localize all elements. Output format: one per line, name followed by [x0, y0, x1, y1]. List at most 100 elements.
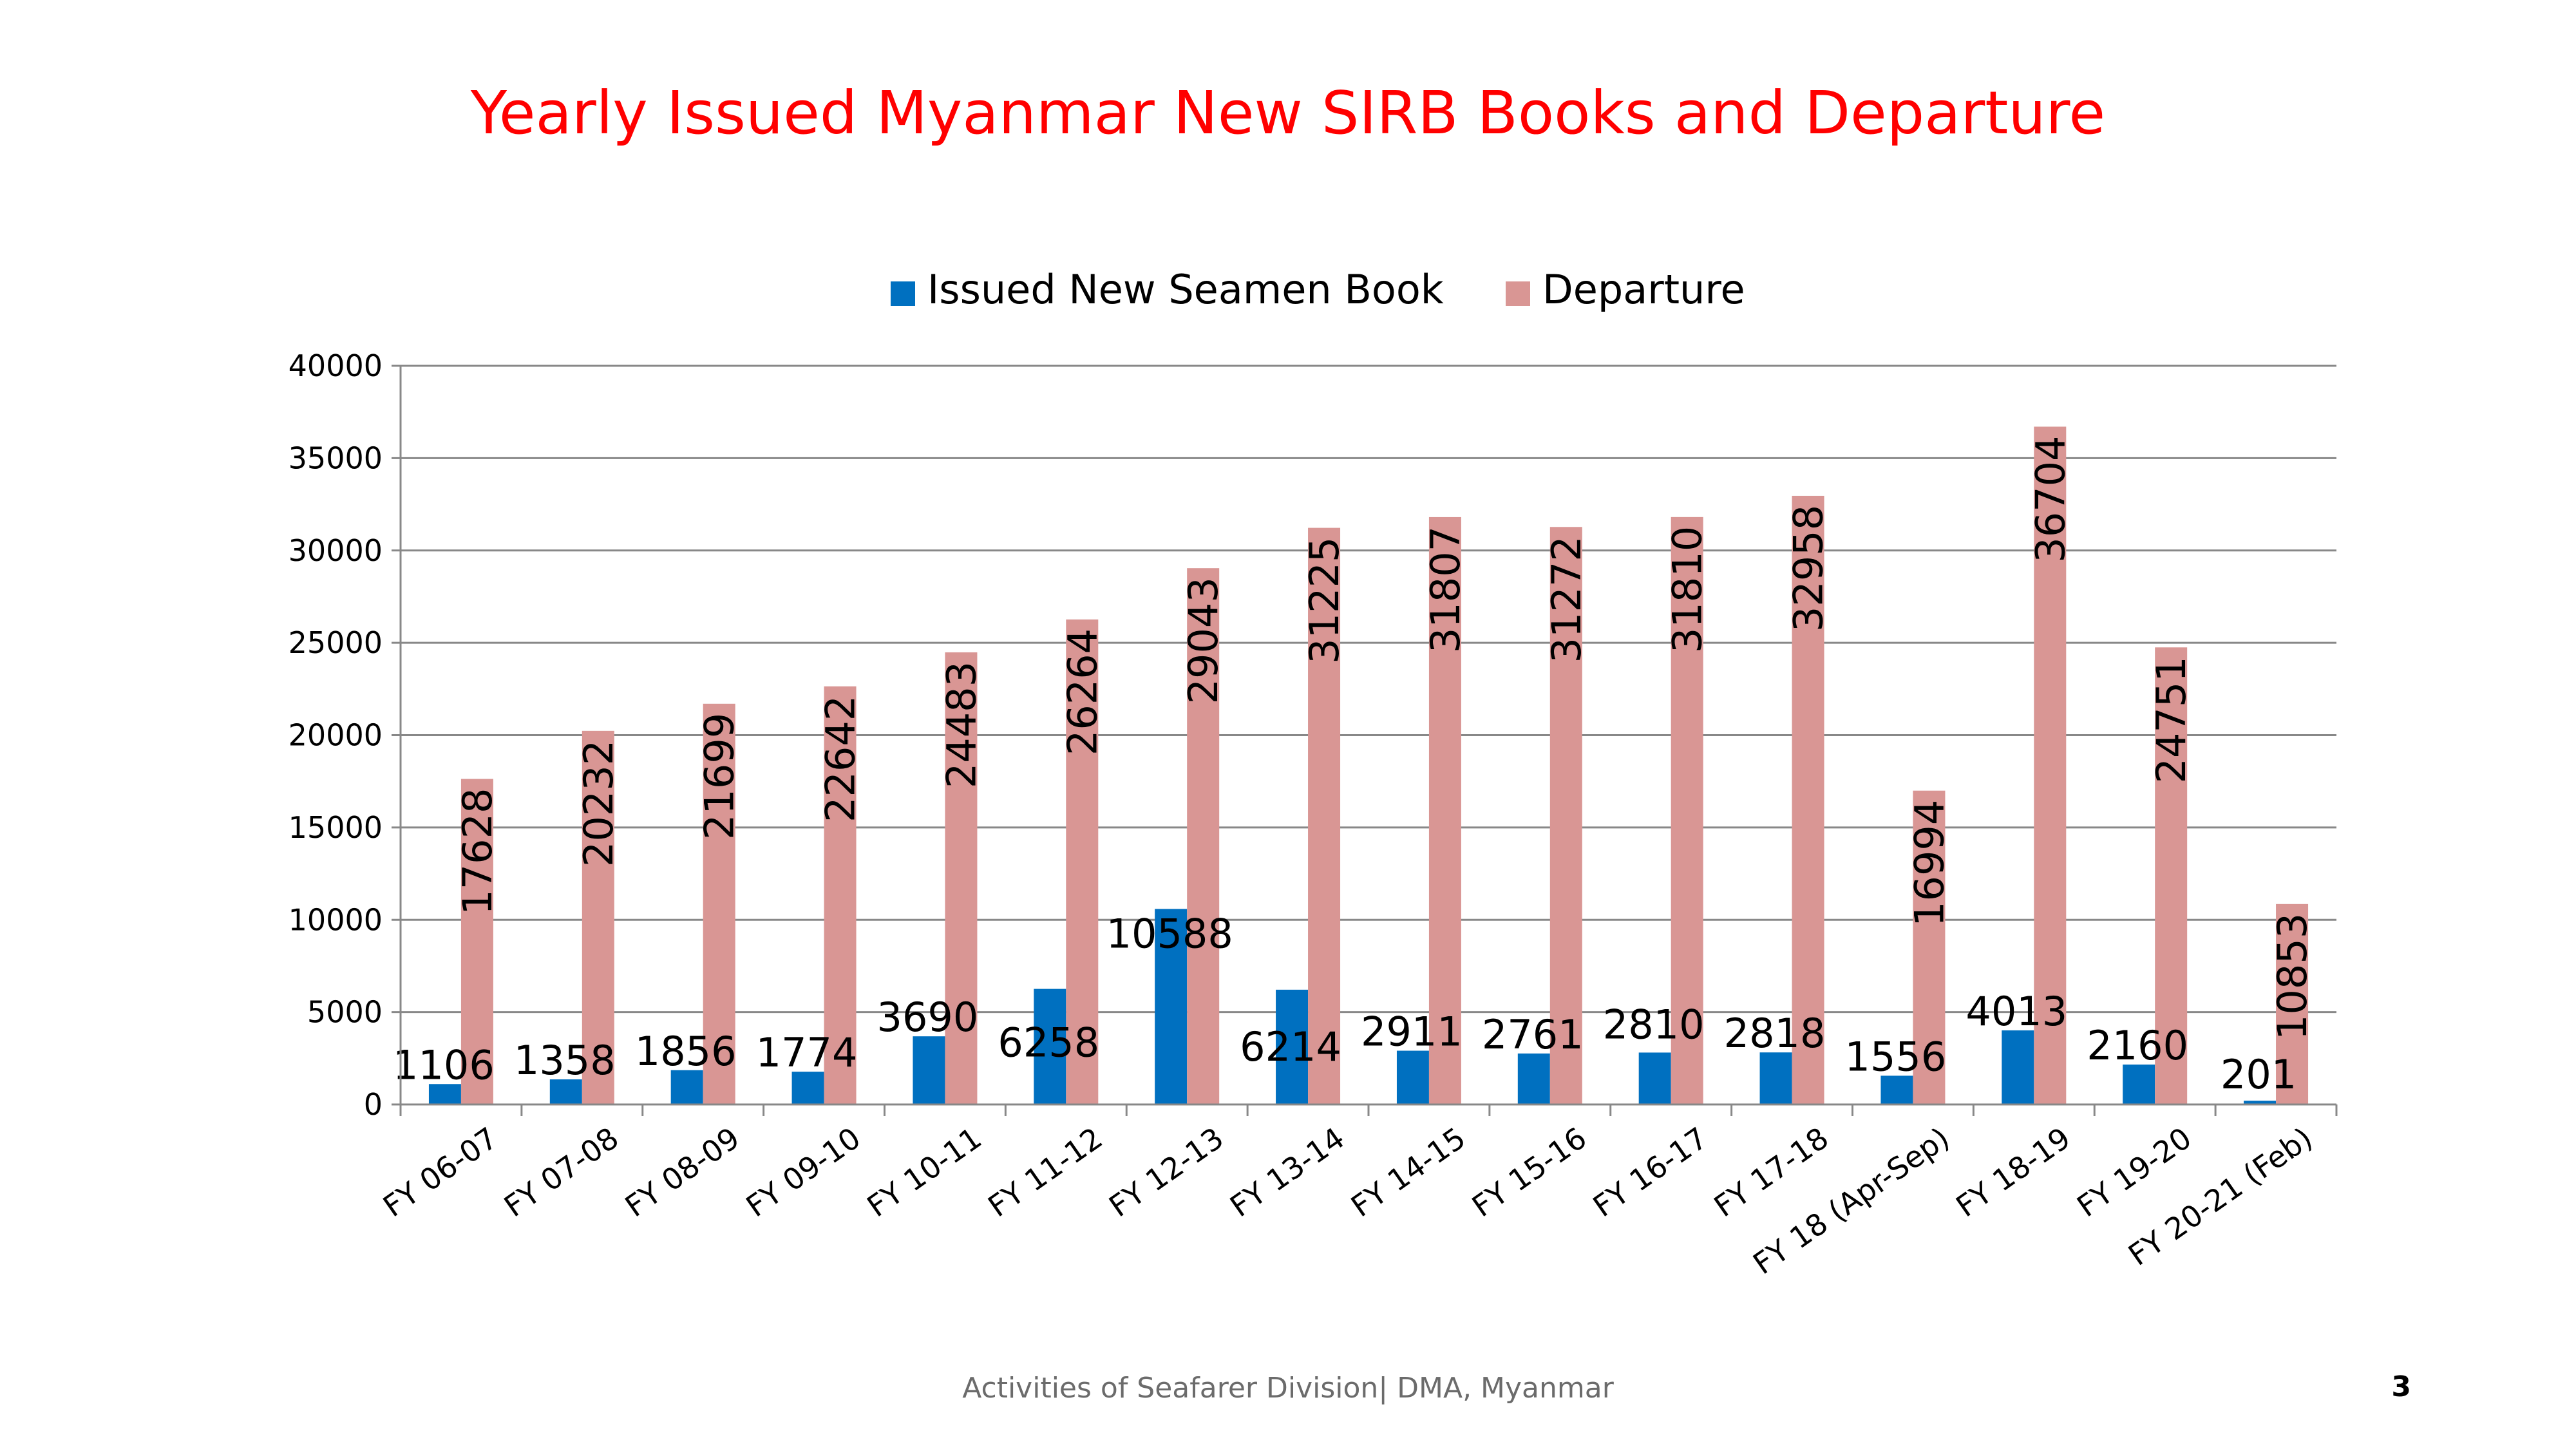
data-label-departure: 31810: [1664, 526, 1711, 653]
y-tick-label: 5000: [307, 995, 383, 1030]
bar-departure: [2034, 426, 2067, 1104]
data-label-departure: 17628: [454, 788, 501, 915]
bar-departure: [1308, 527, 1341, 1104]
x-tick-label: FY 09-10: [740, 1121, 867, 1224]
axes: [399, 366, 2336, 1106]
data-label-departure: 26264: [1059, 629, 1106, 755]
bar-departure: [1066, 619, 1099, 1104]
x-tick-label: FY 11-12: [981, 1121, 1108, 1224]
data-label-issued-book: 2160: [2087, 1022, 2188, 1069]
data-label-issued-book: 2818: [1724, 1010, 1826, 1057]
data-label-departure: 21699: [696, 713, 743, 840]
bar-issued-book: [1276, 989, 1309, 1104]
x-tick-label: FY 16-17: [1587, 1121, 1714, 1224]
legend: Issued New Seamen Book Departure: [891, 266, 1745, 313]
data-label-departure: 31807: [1422, 526, 1469, 653]
data-label-departure: 22642: [817, 696, 864, 822]
data-label-issued-book: 6258: [998, 1019, 1099, 1066]
x-tick-label: FY 14-15: [1345, 1121, 1472, 1224]
x-tick-label: FY 07-08: [498, 1121, 625, 1224]
data-label-issued-book: 1106: [393, 1041, 495, 1088]
y-tick-label: 15000: [289, 810, 383, 845]
data-label-departure: 29043: [1180, 577, 1227, 704]
data-label-issued-book: 4013: [1965, 988, 2067, 1035]
bar-departure: [460, 779, 493, 1104]
x-tick-label: FY 15-16: [1466, 1121, 1593, 1224]
y-tick-label: 40000: [289, 348, 383, 383]
bar-issued-book: [2244, 1101, 2277, 1104]
x-tick-label: FY 18-19: [1949, 1121, 2076, 1224]
page-number: 3: [2391, 1370, 2411, 1403]
chart-title: Yearly Issued Myanmar New SIRB Books and…: [470, 79, 2106, 147]
data-label-departure: 16994: [1906, 800, 1953, 927]
data-label-issued-book: 2911: [1361, 1009, 1463, 1056]
y-tick-label: 30000: [289, 533, 383, 568]
bar-issued-book: [1517, 1053, 1550, 1104]
x-tick-label: FY 08-09: [619, 1121, 746, 1224]
legend-swatch-departure: [1506, 281, 1530, 306]
data-label-issued-book: 1358: [514, 1037, 616, 1084]
bar-departure: [1792, 495, 1824, 1104]
legend-label-departure: Departure: [1542, 266, 1745, 313]
data-label-departure: 24751: [2148, 656, 2195, 783]
y-tick-label: 20000: [289, 718, 383, 753]
x-tick-label: FY 10-11: [861, 1121, 988, 1224]
data-label-issued-book: 2810: [1603, 1001, 1705, 1048]
bars: [428, 426, 2309, 1104]
data-label-issued-book: 1856: [635, 1028, 737, 1075]
bar-departure: [945, 652, 978, 1104]
bar-issued-book: [791, 1072, 824, 1104]
bar-issued-book: [1155, 909, 1188, 1104]
bar-issued-book: [1759, 1052, 1792, 1104]
data-label-issued-book: 201: [2221, 1051, 2297, 1098]
bar-departure: [582, 730, 614, 1104]
y-tick-label: 0: [364, 1087, 383, 1122]
bar-departure: [1671, 516, 1703, 1104]
bar-issued-book: [1396, 1050, 1429, 1104]
bar-issued-book: [549, 1079, 582, 1104]
bar-issued-book: [1638, 1052, 1671, 1104]
bar-departure: [2276, 904, 2309, 1104]
data-label-issued-book: 1774: [756, 1029, 858, 1076]
legend-label-issued-book: Issued New Seamen Book: [927, 266, 1444, 313]
data-label-issued-book: 2761: [1482, 1011, 1584, 1058]
x-tick-label: FY 13-14: [1224, 1121, 1350, 1224]
x-tick-label: FY 18 (Apr-Sep): [1747, 1121, 1955, 1282]
data-label-issued-book: 10588: [1106, 910, 1233, 957]
bar-issued-book: [2123, 1065, 2155, 1104]
data-label-departure: 31272: [1543, 536, 1590, 663]
bar-issued-book: [2002, 1030, 2034, 1104]
bar-issued-book: [1034, 989, 1066, 1104]
y-tick-label: 10000: [289, 902, 383, 937]
data-label-issued-book: 1556: [1845, 1033, 1947, 1080]
bar-issued-book: [428, 1084, 461, 1104]
data-labels: 1106 17628 1358 20232 1856 21699 1774 22642 3690…: [393, 436, 2316, 1098]
bar-issued-book: [670, 1070, 703, 1104]
y-axis-ticks: 0 5000 10000 15000 20000 25000 30000 35000 40000: [289, 348, 401, 1122]
footer-text: Activities of Seafarer Division| DMA, My…: [962, 1372, 1614, 1405]
x-tick-label: FY 06-07: [377, 1121, 504, 1224]
data-label-departure: 24483: [938, 661, 985, 788]
bar-departure: [824, 686, 857, 1104]
bar-issued-book: [1880, 1075, 1913, 1104]
bar-issued-book: [913, 1036, 945, 1104]
bar-departure: [1187, 568, 1220, 1104]
data-label-departure: 31225: [1301, 537, 1348, 664]
data-label-departure: 20232: [575, 740, 622, 867]
bar-departure: [1428, 516, 1461, 1104]
data-label-departure: 10853: [2269, 913, 2316, 1040]
bar-departure: [2155, 647, 2188, 1104]
data-label-issued-book: 3690: [877, 994, 979, 1041]
data-label-departure: 32958: [1785, 505, 1832, 632]
y-tick-label: 25000: [289, 625, 383, 660]
data-label-issued-book: 6214: [1240, 1023, 1341, 1070]
data-label-departure: 36704: [2027, 436, 2074, 563]
bar-departure: [1913, 790, 1946, 1104]
x-tick-label: FY 12-13: [1103, 1121, 1229, 1224]
y-tick-label: 35000: [289, 440, 383, 475]
bar-departure: [703, 703, 735, 1104]
legend-swatch-issued-book: [891, 281, 915, 306]
bar-departure: [1549, 527, 1582, 1104]
